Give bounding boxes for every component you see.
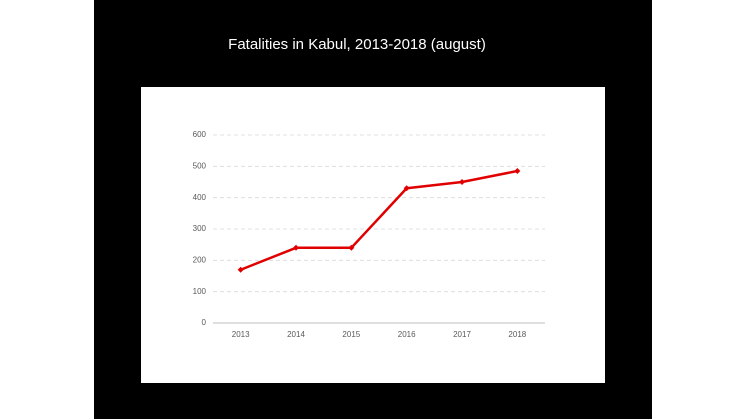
y-tick-label: 300 bbox=[193, 224, 207, 233]
y-tick-label: 400 bbox=[193, 193, 207, 202]
y-tick-label: 100 bbox=[193, 287, 207, 296]
chart-title: Fatalities in Kabul, 2013-2018 (august) bbox=[228, 36, 486, 53]
data-point bbox=[237, 266, 244, 273]
data-line bbox=[240, 169, 518, 271]
data-point bbox=[403, 185, 410, 192]
x-tick-label: 2015 bbox=[342, 330, 360, 339]
y-tick-label: 500 bbox=[193, 161, 207, 170]
x-tick-label: 2017 bbox=[453, 330, 471, 339]
chart-area bbox=[141, 87, 605, 383]
data-point bbox=[514, 168, 521, 175]
data-point bbox=[293, 244, 299, 251]
x-tick-label: 2014 bbox=[287, 330, 305, 339]
x-tick-label: 2018 bbox=[508, 330, 526, 339]
x-tick-label: 2016 bbox=[398, 330, 416, 339]
y-tick-label: 600 bbox=[193, 130, 207, 139]
x-tick-label: 2013 bbox=[232, 330, 250, 339]
y-tick-label: 200 bbox=[193, 255, 207, 264]
data-point bbox=[459, 179, 465, 185]
y-tick-label: 0 bbox=[202, 318, 207, 327]
data-point bbox=[348, 244, 355, 251]
